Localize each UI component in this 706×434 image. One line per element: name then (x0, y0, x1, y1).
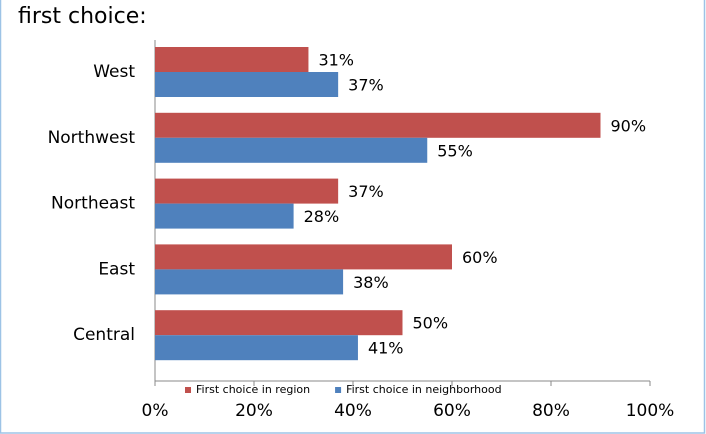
bar (155, 203, 294, 229)
bar (155, 112, 601, 138)
data-label: 90% (611, 116, 647, 135)
bar (155, 335, 358, 361)
bar (155, 269, 344, 295)
data-label: 55% (437, 141, 473, 160)
bar (155, 47, 309, 72)
data-label: 28% (304, 207, 340, 226)
y-tick-label: West (93, 62, 135, 82)
bar (155, 137, 428, 163)
bar (155, 72, 339, 97)
legend-swatch (185, 387, 191, 393)
x-tick-label: 0% (142, 401, 169, 421)
data-label: 31% (318, 51, 354, 70)
data-label: 60% (462, 248, 498, 267)
y-tick-label: Northwest (48, 128, 136, 148)
x-tick-label: 40% (334, 401, 372, 421)
y-tick-label: East (98, 259, 135, 279)
x-tick-label: 20% (235, 401, 273, 421)
bar (155, 178, 339, 204)
data-label: 50% (413, 314, 449, 333)
data-label: 37% (348, 76, 384, 95)
data-label: 37% (348, 182, 384, 201)
y-tick-label: Central (73, 325, 135, 345)
x-tick-label: 100% (626, 401, 675, 421)
legend-label: First choice in region (196, 383, 310, 396)
legend-label: First choice in neighborhood (346, 383, 502, 396)
legend-swatch (335, 387, 342, 393)
data-label: 41% (368, 339, 404, 358)
y-tick-label: Northeast (51, 194, 135, 214)
chart-title: first choice: (18, 4, 147, 29)
bar (155, 310, 403, 336)
bar (155, 244, 452, 270)
x-tick-label: 80% (532, 401, 570, 421)
x-tick-label: 60% (433, 401, 471, 421)
data-label: 38% (353, 273, 389, 292)
